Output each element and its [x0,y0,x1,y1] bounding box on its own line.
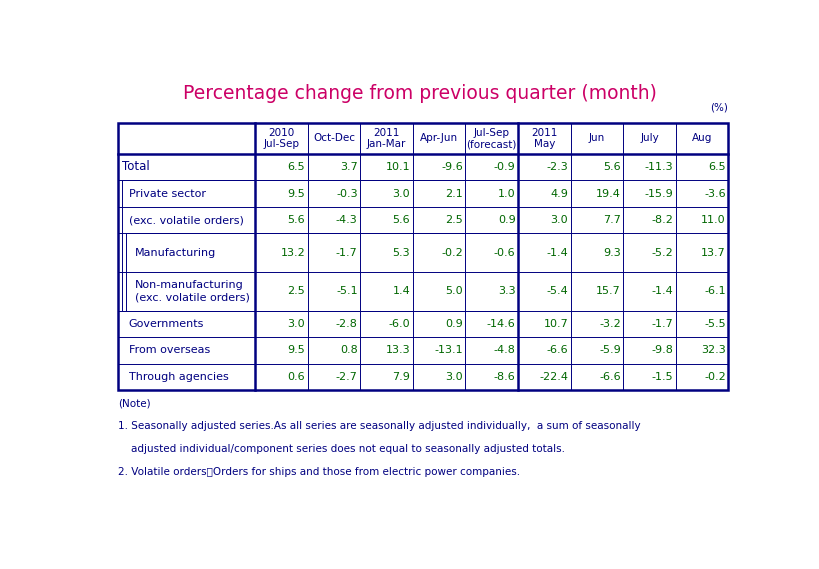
Text: (Note): (Note) [118,398,151,408]
Text: 19.4: 19.4 [595,188,620,199]
Text: 2011
Jan-Mar: 2011 Jan-Mar [366,127,405,149]
Text: -1.7: -1.7 [651,319,672,329]
Text: 1.4: 1.4 [392,286,410,296]
Text: (%): (%) [710,102,727,112]
Text: -1.4: -1.4 [651,286,672,296]
Text: 10.1: 10.1 [385,162,410,172]
Text: 13.7: 13.7 [700,248,725,258]
Text: -1.7: -1.7 [336,248,357,258]
Text: 6.5: 6.5 [708,162,725,172]
Text: Jun: Jun [588,133,604,143]
Text: -0.9: -0.9 [493,162,515,172]
Text: -8.6: -8.6 [493,372,515,382]
Text: 4.9: 4.9 [550,188,568,199]
Text: -0.2: -0.2 [704,372,725,382]
Text: 3.0: 3.0 [550,215,568,225]
Text: 6.5: 6.5 [287,162,305,172]
Text: 3.3: 3.3 [497,286,515,296]
Text: 7.9: 7.9 [392,372,410,382]
Text: -5.4: -5.4 [545,286,568,296]
Text: -3.6: -3.6 [704,188,725,199]
Text: Jul-Sep
(forecast): Jul-Sep (forecast) [466,127,516,149]
Text: Private sector: Private sector [129,188,206,199]
Text: -1.4: -1.4 [545,248,568,258]
Text: 3.0: 3.0 [392,188,410,199]
Text: 9.5: 9.5 [287,345,305,356]
Text: 5.0: 5.0 [445,286,463,296]
Text: 3.0: 3.0 [287,319,305,329]
Text: -15.9: -15.9 [644,188,672,199]
Text: 1. Seasonally adjusted series.As all series are seasonally adjusted individually: 1. Seasonally adjusted series.As all ser… [118,421,640,431]
Text: July: July [640,133,658,143]
Text: -3.2: -3.2 [598,319,620,329]
Text: -9.8: -9.8 [650,345,672,356]
Text: 9.5: 9.5 [287,188,305,199]
Text: 32.3: 32.3 [700,345,725,356]
Text: 9.3: 9.3 [602,248,620,258]
Text: 5.6: 5.6 [287,215,305,225]
Text: -6.6: -6.6 [545,345,568,356]
Text: -6.0: -6.0 [388,319,410,329]
Text: adjusted individual/component series does not equal to seasonally adjusted total: adjusted individual/component series doe… [118,444,564,453]
Text: -2.3: -2.3 [545,162,568,172]
Text: -6.6: -6.6 [599,372,620,382]
Text: -4.3: -4.3 [336,215,357,225]
Text: Manufacturing: Manufacturing [135,248,216,258]
Text: 2.5: 2.5 [445,215,463,225]
Text: 2011
May: 2011 May [531,127,557,149]
Text: -22.4: -22.4 [538,372,568,382]
Text: -2.7: -2.7 [336,372,357,382]
Text: 1.0: 1.0 [497,188,515,199]
Text: -0.2: -0.2 [441,248,463,258]
Text: 13.2: 13.2 [280,248,305,258]
Text: 2010
Jul-Sep: 2010 Jul-Sep [263,127,299,149]
Text: Total: Total [122,160,150,174]
Text: From overseas: From overseas [129,345,210,356]
Text: -11.3: -11.3 [644,162,672,172]
Text: -14.6: -14.6 [486,319,515,329]
Text: -5.2: -5.2 [651,248,672,258]
Text: Oct-Dec: Oct-Dec [313,133,355,143]
Text: 15.7: 15.7 [595,286,620,296]
Text: Governments: Governments [129,319,204,329]
Text: 0.8: 0.8 [340,345,357,356]
Text: Through agencies: Through agencies [129,372,228,382]
Text: -2.8: -2.8 [336,319,357,329]
Text: -13.1: -13.1 [434,345,463,356]
Text: -4.8: -4.8 [493,345,515,356]
Text: -9.6: -9.6 [441,162,463,172]
Text: 7.7: 7.7 [602,215,620,225]
Text: -0.3: -0.3 [336,188,357,199]
Text: Apr-Jun: Apr-Jun [419,133,458,143]
Text: 5.6: 5.6 [602,162,620,172]
Text: 0.6: 0.6 [287,372,305,382]
Text: -5.5: -5.5 [704,319,725,329]
Text: 11.0: 11.0 [700,215,725,225]
Text: 2.1: 2.1 [445,188,463,199]
Text: 2.5: 2.5 [287,286,305,296]
Text: 3.7: 3.7 [340,162,357,172]
Text: -5.1: -5.1 [336,286,357,296]
Text: 13.3: 13.3 [385,345,410,356]
Text: 10.7: 10.7 [543,319,568,329]
Text: 5.6: 5.6 [392,215,410,225]
Text: 0.9: 0.9 [497,215,515,225]
Text: -0.6: -0.6 [493,248,515,258]
Text: Percentage change from previous quarter (month): Percentage change from previous quarter … [183,84,656,102]
Text: -6.1: -6.1 [704,286,725,296]
Text: 5.3: 5.3 [392,248,410,258]
Text: 3.0: 3.0 [445,372,463,382]
Text: (exc. volatile orders): (exc. volatile orders) [129,215,243,225]
Text: -1.5: -1.5 [651,372,672,382]
Text: -5.9: -5.9 [598,345,620,356]
Text: 0.9: 0.9 [445,319,463,329]
Text: Non-manufacturing
(exc. volatile orders): Non-manufacturing (exc. volatile orders) [135,281,250,302]
Text: 2. Volatile orders：Orders for ships and those from electric power companies.: 2. Volatile orders：Orders for ships and … [118,467,520,477]
Text: Aug: Aug [691,133,712,143]
Text: -8.2: -8.2 [650,215,672,225]
